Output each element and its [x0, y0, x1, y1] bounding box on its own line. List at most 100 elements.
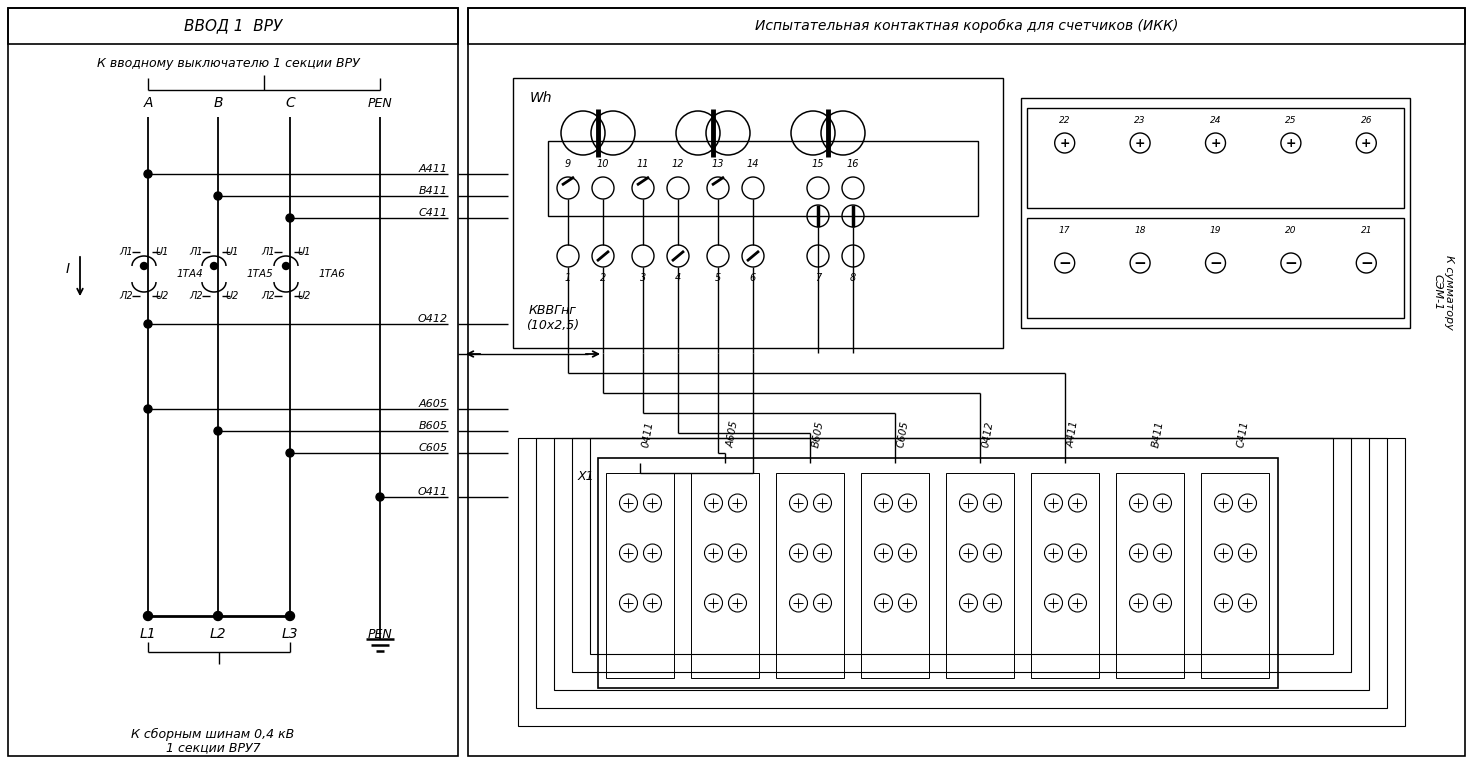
- Circle shape: [214, 192, 222, 200]
- Text: Испытательная контактная коробка для счетчиков (ИКК): Испытательная контактная коробка для сче…: [754, 19, 1178, 33]
- Bar: [518, 438, 1405, 726]
- Text: О411: О411: [418, 487, 448, 497]
- Text: Л2: Л2: [119, 291, 133, 301]
- Text: PEN: PEN: [368, 96, 392, 109]
- Text: 22: 22: [1059, 115, 1071, 125]
- Text: U1: U1: [298, 247, 311, 257]
- Text: 24: 24: [1209, 115, 1221, 125]
- Text: U1: U1: [155, 247, 169, 257]
- Text: Л1: Л1: [261, 247, 275, 257]
- Circle shape: [214, 611, 222, 620]
- Text: А411: А411: [418, 164, 448, 174]
- Text: Л2: Л2: [189, 291, 203, 301]
- Text: В411: В411: [418, 186, 448, 196]
- Text: −: −: [1058, 255, 1071, 270]
- Text: −: −: [1360, 255, 1373, 270]
- Bar: [468, 8, 1466, 44]
- Circle shape: [140, 263, 147, 270]
- Text: 2: 2: [600, 273, 605, 283]
- Text: В411: В411: [1150, 419, 1165, 448]
- Bar: [513, 78, 1003, 348]
- Bar: [572, 438, 1351, 672]
- Text: С605: С605: [896, 419, 910, 448]
- Bar: [1027, 108, 1404, 208]
- Text: 7: 7: [815, 273, 820, 283]
- Circle shape: [286, 611, 295, 620]
- Text: 21: 21: [1361, 225, 1371, 235]
- Bar: [1031, 473, 1099, 678]
- Bar: [1202, 473, 1270, 678]
- Text: 16: 16: [847, 159, 859, 169]
- Text: 23: 23: [1134, 115, 1146, 125]
- Text: 10: 10: [597, 159, 610, 169]
- Text: 11: 11: [636, 159, 650, 169]
- Bar: [776, 473, 844, 678]
- Text: С605: С605: [418, 443, 448, 453]
- Text: Wh: Wh: [530, 91, 552, 105]
- Bar: [1117, 473, 1184, 678]
- Bar: [548, 141, 978, 216]
- Text: 9: 9: [564, 159, 572, 169]
- Circle shape: [143, 611, 153, 620]
- Bar: [7, 8, 458, 756]
- Text: U2: U2: [225, 291, 239, 301]
- Bar: [554, 438, 1368, 690]
- Text: L2: L2: [209, 627, 227, 641]
- Text: Л1: Л1: [189, 247, 203, 257]
- Text: 3: 3: [639, 273, 647, 283]
- Circle shape: [144, 320, 152, 328]
- Text: PEN: PEN: [368, 627, 392, 640]
- Text: 12: 12: [672, 159, 685, 169]
- Text: 0412: 0412: [981, 420, 994, 448]
- Text: Л2: Л2: [261, 291, 275, 301]
- Text: 1ТА4: 1ТА4: [175, 269, 203, 279]
- Text: 1ТА6: 1ТА6: [318, 269, 345, 279]
- Text: 25: 25: [1284, 115, 1296, 125]
- Text: X1: X1: [577, 470, 595, 483]
- Text: +: +: [1134, 137, 1146, 150]
- Text: Л1: Л1: [119, 247, 133, 257]
- Text: 1: 1: [564, 273, 572, 283]
- Circle shape: [144, 170, 152, 178]
- Text: В605: В605: [418, 421, 448, 431]
- Text: 0411: 0411: [641, 420, 655, 448]
- Text: 19: 19: [1209, 225, 1221, 235]
- Text: A: A: [143, 96, 153, 110]
- Text: U1: U1: [225, 247, 239, 257]
- Text: C: C: [286, 96, 295, 110]
- Text: 8: 8: [850, 273, 856, 283]
- Text: B: B: [214, 96, 222, 110]
- Bar: [1021, 98, 1410, 328]
- Text: U2: U2: [298, 291, 311, 301]
- Text: +: +: [1286, 137, 1296, 150]
- Bar: [1027, 218, 1404, 318]
- Text: А605: А605: [418, 399, 448, 409]
- Text: 4: 4: [675, 273, 681, 283]
- Text: 20: 20: [1284, 225, 1296, 235]
- Text: 13: 13: [711, 159, 725, 169]
- Circle shape: [286, 449, 295, 457]
- Circle shape: [144, 405, 152, 413]
- Text: О412: О412: [418, 314, 448, 324]
- Circle shape: [211, 263, 218, 270]
- Text: 1ТА5: 1ТА5: [246, 269, 273, 279]
- Text: К сборным шинам 0,4 кВ: К сборным шинам 0,4 кВ: [131, 727, 295, 740]
- Text: В605: В605: [810, 419, 825, 448]
- Text: 18: 18: [1134, 225, 1146, 235]
- Text: 6: 6: [750, 273, 756, 283]
- Text: 26: 26: [1361, 115, 1371, 125]
- Text: ВВОД 1  ВРУ: ВВОД 1 ВРУ: [184, 18, 283, 34]
- Text: А605: А605: [726, 419, 739, 448]
- Text: 15: 15: [812, 159, 825, 169]
- Text: 5: 5: [714, 273, 722, 283]
- Bar: [598, 458, 1279, 688]
- Text: I: I: [66, 262, 71, 276]
- Bar: [691, 473, 760, 678]
- Text: U2: U2: [155, 291, 169, 301]
- Text: −: −: [1134, 255, 1146, 270]
- Circle shape: [376, 493, 384, 501]
- Text: L1: L1: [140, 627, 156, 641]
- Bar: [591, 438, 1333, 654]
- Text: −: −: [1284, 255, 1298, 270]
- Text: КВВГнг
(10х2,5): КВВГнг (10х2,5): [526, 304, 579, 332]
